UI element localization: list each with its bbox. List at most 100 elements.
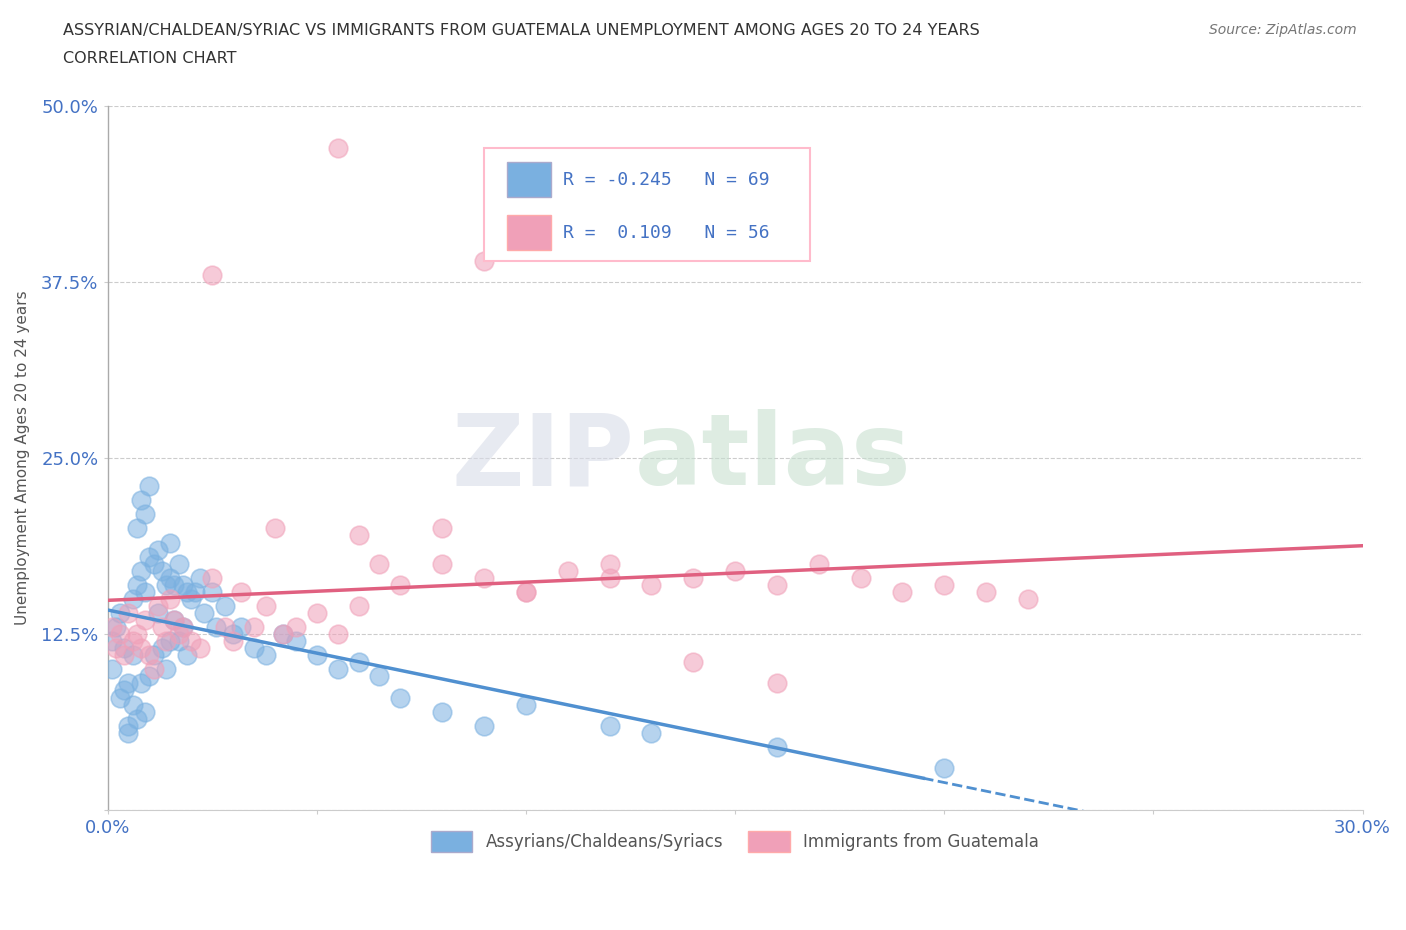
Point xyxy=(129,676,152,691)
Point xyxy=(599,570,621,585)
Point xyxy=(347,528,370,543)
Point xyxy=(125,578,148,592)
Point xyxy=(256,648,278,663)
Point xyxy=(108,627,131,642)
Point xyxy=(222,633,245,648)
Point xyxy=(201,570,224,585)
Point xyxy=(326,140,349,155)
Point xyxy=(515,698,537,712)
Point xyxy=(243,641,266,656)
Point xyxy=(155,662,177,677)
Point xyxy=(766,578,789,592)
Y-axis label: Unemployment Among Ages 20 to 24 years: Unemployment Among Ages 20 to 24 years xyxy=(15,291,30,625)
Point xyxy=(172,619,194,634)
Point xyxy=(201,584,224,599)
Point xyxy=(934,578,956,592)
Point xyxy=(155,578,177,592)
Point xyxy=(138,669,160,684)
Point xyxy=(188,641,211,656)
Point xyxy=(188,570,211,585)
Point xyxy=(125,711,148,726)
Point xyxy=(201,267,224,282)
Point xyxy=(368,669,391,684)
Point xyxy=(205,619,228,634)
Point xyxy=(368,556,391,571)
Point xyxy=(159,633,181,648)
Point xyxy=(284,619,307,634)
Point xyxy=(180,591,202,606)
Point xyxy=(305,605,328,620)
Point xyxy=(263,521,285,536)
Point xyxy=(163,578,186,592)
Legend: Assyrians/Chaldeans/Syriacs, Immigrants from Guatemala: Assyrians/Chaldeans/Syriacs, Immigrants … xyxy=(425,825,1046,858)
Point xyxy=(347,599,370,614)
Point xyxy=(214,619,236,634)
Point xyxy=(271,627,294,642)
Point xyxy=(159,591,181,606)
Bar xyxy=(506,215,551,250)
Point xyxy=(163,613,186,628)
Point xyxy=(125,521,148,536)
Point xyxy=(134,584,156,599)
Bar xyxy=(506,162,551,197)
Point xyxy=(117,718,139,733)
Point xyxy=(142,556,165,571)
Point xyxy=(599,556,621,571)
Point xyxy=(231,619,253,634)
Point xyxy=(974,584,997,599)
Point xyxy=(284,633,307,648)
Point xyxy=(640,725,662,740)
Point xyxy=(432,556,454,571)
Point xyxy=(104,641,127,656)
Point xyxy=(100,633,122,648)
Point xyxy=(432,704,454,719)
Point xyxy=(108,605,131,620)
Point xyxy=(138,648,160,663)
Point xyxy=(472,718,495,733)
Point xyxy=(138,550,160,565)
Point xyxy=(104,619,127,634)
Point xyxy=(766,739,789,754)
Point xyxy=(146,542,169,557)
Point xyxy=(159,570,181,585)
Point xyxy=(184,584,207,599)
FancyBboxPatch shape xyxy=(484,148,810,260)
Point xyxy=(100,619,122,634)
Point xyxy=(432,521,454,536)
Point xyxy=(134,704,156,719)
Point xyxy=(129,493,152,508)
Point xyxy=(557,564,579,578)
Point xyxy=(515,584,537,599)
Point xyxy=(305,648,328,663)
Point xyxy=(172,619,194,634)
Point xyxy=(724,564,747,578)
Point xyxy=(117,725,139,740)
Point xyxy=(117,676,139,691)
Point xyxy=(138,479,160,494)
Point xyxy=(193,605,215,620)
Text: CORRELATION CHART: CORRELATION CHART xyxy=(63,51,236,66)
Point xyxy=(150,619,173,634)
Point xyxy=(142,648,165,663)
Text: R =  0.109   N = 56: R = 0.109 N = 56 xyxy=(562,223,769,242)
Point xyxy=(849,570,872,585)
Point xyxy=(112,641,135,656)
Point xyxy=(807,556,830,571)
Point xyxy=(243,619,266,634)
Point xyxy=(125,627,148,642)
Point xyxy=(121,633,143,648)
Point xyxy=(150,641,173,656)
Point xyxy=(347,655,370,670)
Point xyxy=(155,633,177,648)
Point xyxy=(172,578,194,592)
Point xyxy=(167,556,190,571)
Text: atlas: atlas xyxy=(634,409,911,507)
Text: ASSYRIAN/CHALDEAN/SYRIAC VS IMMIGRANTS FROM GUATEMALA UNEMPLOYMENT AMONG AGES 20: ASSYRIAN/CHALDEAN/SYRIAC VS IMMIGRANTS F… xyxy=(63,23,980,38)
Point xyxy=(167,633,190,648)
Point xyxy=(222,627,245,642)
Point xyxy=(766,676,789,691)
Point xyxy=(112,648,135,663)
Point xyxy=(167,627,190,642)
Point xyxy=(682,655,704,670)
Text: R = -0.245   N = 69: R = -0.245 N = 69 xyxy=(562,170,769,189)
